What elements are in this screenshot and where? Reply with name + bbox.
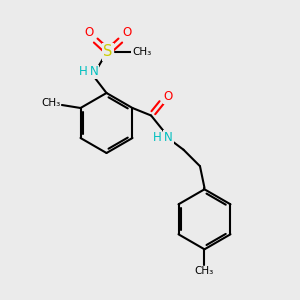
Text: CH₃: CH₃ (41, 98, 60, 109)
Text: S: S (103, 44, 113, 59)
Text: H: H (79, 65, 88, 79)
Text: CH₃: CH₃ (132, 47, 152, 57)
Text: O: O (84, 26, 93, 40)
Text: N: N (89, 65, 98, 79)
Text: H: H (153, 131, 161, 144)
Text: CH₃: CH₃ (195, 266, 214, 277)
Text: O: O (123, 26, 132, 40)
Text: O: O (164, 90, 173, 103)
Text: N: N (164, 131, 173, 144)
